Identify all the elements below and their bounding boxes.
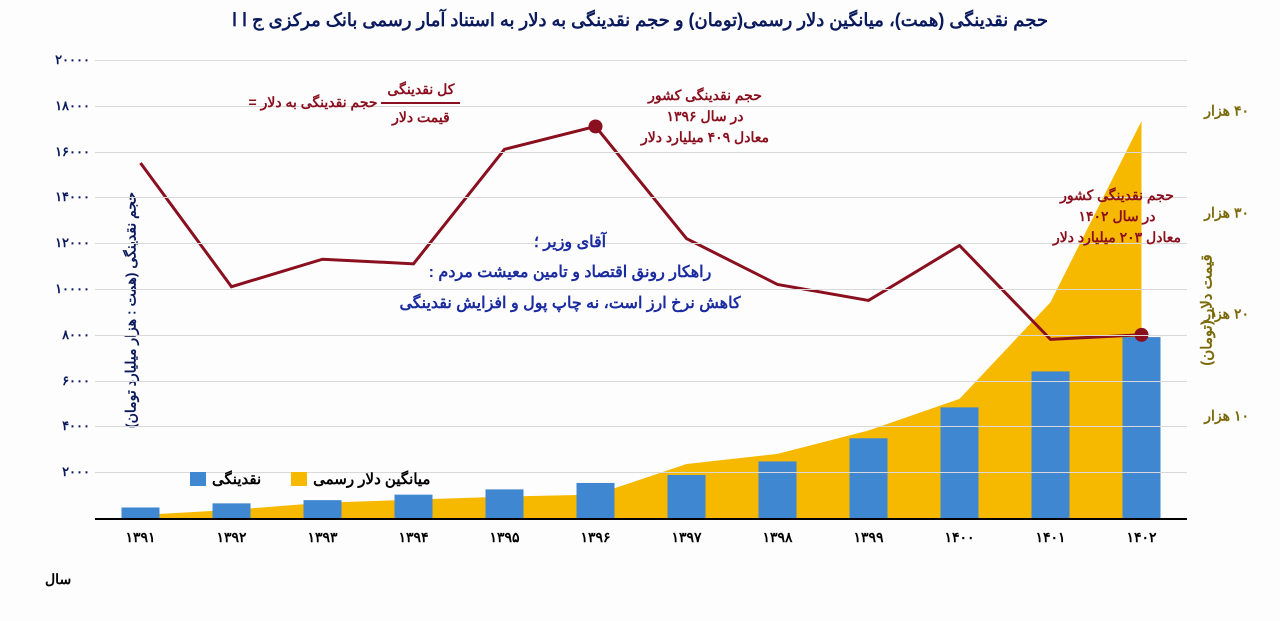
liquidity-bar xyxy=(213,503,251,518)
gridline xyxy=(95,381,1187,382)
chart-area: حجم نقدینگی (همت : هزار میلیارد تومان) ق… xyxy=(95,60,1187,560)
liquidity-bar xyxy=(850,438,888,518)
x-tick: ۱۴۰۲ xyxy=(1126,529,1156,546)
annotation-1396: حجم نقدینگی کشور در سال ۱۳۹۶ معادل ۴۰۹ م… xyxy=(605,85,805,148)
liquidity-bar xyxy=(304,500,342,518)
legend-label: میانگین دلار رسمی xyxy=(313,470,430,488)
legend-item-liq: نقدینگی xyxy=(190,470,261,488)
y-left-tick: ۲۰۰۰ xyxy=(40,464,90,480)
x-tick: ۱۴۰۰ xyxy=(944,529,974,546)
x-tick: ۱۳۹۹ xyxy=(853,529,883,546)
x-tick: ۱۳۹۶ xyxy=(580,529,610,546)
x-tick: ۱۳۹۲ xyxy=(216,529,246,546)
x-tick: ۱۳۹۳ xyxy=(307,529,337,546)
legend: میانگین دلار رسمی نقدینگی xyxy=(190,470,430,488)
gridline xyxy=(95,426,1187,427)
formula-annotation: کل نقدینگی قیمت دلار حجم نقدینگی به دلار… xyxy=(210,78,505,129)
gridline xyxy=(95,60,1187,61)
liquidity-bar xyxy=(941,407,979,518)
y-left-tick: ۱۲۰۰۰ xyxy=(40,235,90,251)
y-right-tick: ۱۰ هزار xyxy=(1191,408,1249,425)
legend-swatch xyxy=(190,472,206,486)
liquidity-bar xyxy=(1032,371,1070,518)
x-tick: ۱۳۹۴ xyxy=(398,529,428,546)
liquidity-bar xyxy=(577,483,615,518)
liquidity-bar xyxy=(486,489,524,518)
y-left-tick: ۱۴۰۰۰ xyxy=(40,189,90,205)
y-left-tick: ۸۰۰۰ xyxy=(40,327,90,343)
gridline xyxy=(95,335,1187,336)
y-left-tick: ۶۰۰۰ xyxy=(40,373,90,389)
y-right-tick: ۲۰ هزار xyxy=(1191,306,1249,323)
x-tick: ۱۴۰۱ xyxy=(1035,529,1065,546)
legend-swatch xyxy=(291,472,307,486)
x-axis-label: سال xyxy=(45,571,71,588)
liquidity-bar xyxy=(1123,337,1161,518)
y-left-tick: ۴۰۰۰ xyxy=(40,418,90,434)
liquidity-bar xyxy=(395,495,433,518)
legend-label: نقدینگی xyxy=(212,470,261,488)
liquidity-bar xyxy=(759,461,797,518)
y-right-tick: ۴۰ هزار xyxy=(1191,102,1249,119)
x-tick: ۱۳۹۷ xyxy=(671,529,701,546)
legend-item-usd: میانگین دلار رسمی xyxy=(291,470,430,488)
y-left-tick: ۱۶۰۰۰ xyxy=(40,144,90,160)
formula-lhs: حجم نقدینگی به دلار = xyxy=(249,94,378,110)
y-left-tick: ۱۸۰۰۰ xyxy=(40,98,90,114)
liquidity-bar xyxy=(122,507,160,518)
x-tick: ۱۳۹۱ xyxy=(125,529,155,546)
formula-denominator: قیمت دلار xyxy=(381,104,460,128)
x-tick: ۱۳۹۸ xyxy=(762,529,792,546)
liquidity-bar xyxy=(668,475,706,518)
y-left-tick: ۲۰۰۰۰ xyxy=(40,52,90,68)
chart-title: حجم نقدینگی (همت)، میانگین دلار رسمی(توم… xyxy=(0,10,1280,31)
formula-numerator: کل نقدینگی xyxy=(381,78,460,104)
gridline xyxy=(95,197,1187,198)
line-marker xyxy=(589,119,603,133)
center-message: آقای وزیر ؛ راهکار رونق اقتصاد و تامین م… xyxy=(330,228,810,319)
y-left-tick: ۱۰۰۰۰ xyxy=(40,281,90,297)
x-tick: ۱۳۹۵ xyxy=(489,529,519,546)
annotation-1402: حجم نقدینگی کشور در سال ۱۴۰۲ معادل ۲۰۳ م… xyxy=(1027,185,1207,248)
gridline xyxy=(95,152,1187,153)
